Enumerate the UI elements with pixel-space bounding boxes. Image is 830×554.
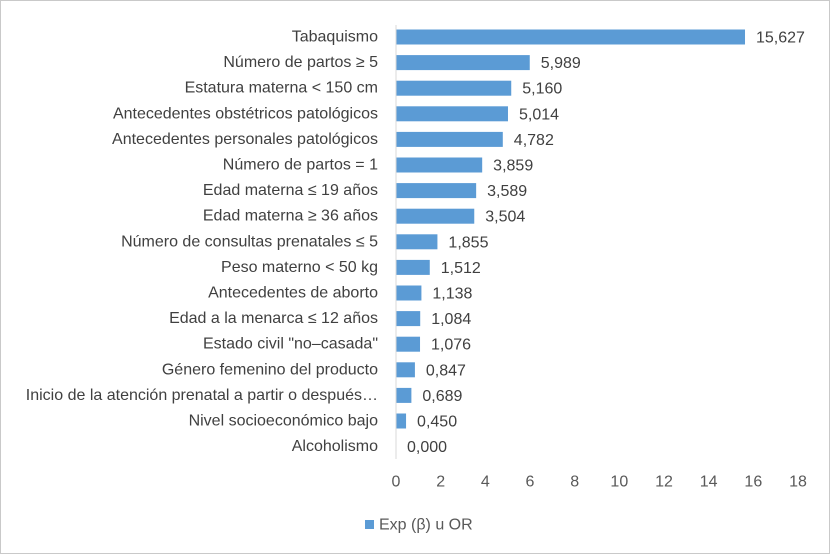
data-label: 1,084 (431, 311, 471, 328)
bar (396, 157, 483, 173)
data-label: 0,450 (417, 414, 457, 431)
x-tick-label: 4 (481, 474, 490, 491)
data-label: 3,859 (493, 158, 533, 175)
x-tick-label: 18 (789, 474, 807, 491)
x-tick-label: 14 (700, 474, 718, 491)
data-label: 5,989 (541, 55, 581, 72)
category-label: Alcoholismo (292, 438, 378, 455)
data-label: 15,627 (756, 30, 805, 47)
x-tick-label: 10 (610, 474, 628, 491)
category-label: Número de partos = 1 (223, 157, 378, 174)
bar (396, 55, 530, 71)
category-label: Peso materno < 50 kg (221, 259, 378, 276)
bar (396, 387, 412, 403)
x-tick-label: 6 (526, 474, 535, 491)
data-label: 1,138 (432, 286, 472, 303)
x-tick-label: 16 (744, 474, 762, 491)
bar (396, 131, 503, 147)
category-label: Estatura materna < 150 cm (185, 80, 378, 97)
data-label: 4,782 (514, 132, 554, 149)
category-label: Estado civil "no–casada" (203, 336, 378, 353)
data-label: 3,589 (487, 183, 527, 200)
category-label: Género femenino del producto (162, 361, 378, 378)
x-tick-label: 12 (655, 474, 673, 491)
bars-layer (396, 29, 746, 429)
legend: Exp (β) u OR (365, 517, 473, 534)
data-label: 0,689 (422, 388, 462, 405)
data-label: 0,000 (407, 439, 447, 456)
x-tick-label: 2 (436, 474, 445, 491)
category-label: Número de consultas prenatales ≤ 5 (121, 233, 378, 250)
category-labels: Tabaquismo Número de partos ≥ 5 Estatura m… (26, 29, 378, 456)
data-label: 3,504 (485, 209, 525, 226)
data-label: 5,014 (519, 106, 559, 123)
bar (396, 80, 512, 96)
data-label: 5,160 (522, 81, 562, 98)
category-label: Edad a la menarca ≤ 12 años (169, 310, 378, 327)
x-tick-label: 0 (392, 474, 401, 491)
legend-label: Exp (β) u OR (379, 517, 473, 534)
bar (396, 106, 508, 122)
bar (396, 413, 407, 429)
category-label: Antecedentes de aborto (208, 285, 378, 302)
value-labels: 15,627 5,989 5,160 5,014 4,782 3,859 3,589 3,50… (407, 30, 805, 457)
bar (396, 183, 477, 199)
data-label: 1,855 (448, 234, 488, 251)
bar (396, 234, 438, 250)
x-axis-ticks: 0 2 4 6 8 10 12 14 16 18 (392, 474, 807, 491)
bar (396, 285, 422, 301)
category-label: Antecedentes personales patológicos (112, 131, 378, 148)
bar (396, 336, 421, 352)
legend-swatch (365, 520, 374, 529)
category-label: Número de partos ≥ 5 (223, 54, 378, 71)
bar (396, 362, 415, 378)
bar (396, 311, 421, 327)
x-tick-label: 8 (570, 474, 579, 491)
bar (396, 259, 430, 275)
category-label: Nivel socioeconómico bajo (189, 413, 379, 430)
category-label: Edad materna ≤ 19 años (203, 182, 378, 199)
category-label: Tabaquismo (292, 29, 378, 46)
bar (396, 208, 475, 224)
category-label: Inicio de la atención prenatal a partir … (26, 387, 378, 404)
category-label: Antecedentes obstétricos patológicos (113, 105, 378, 122)
bar (396, 29, 746, 45)
data-label: 1,512 (441, 260, 481, 277)
data-label: 0,847 (426, 362, 466, 379)
category-label: Edad materna ≥ 36 años (203, 208, 378, 225)
data-label: 1,076 (431, 337, 471, 354)
